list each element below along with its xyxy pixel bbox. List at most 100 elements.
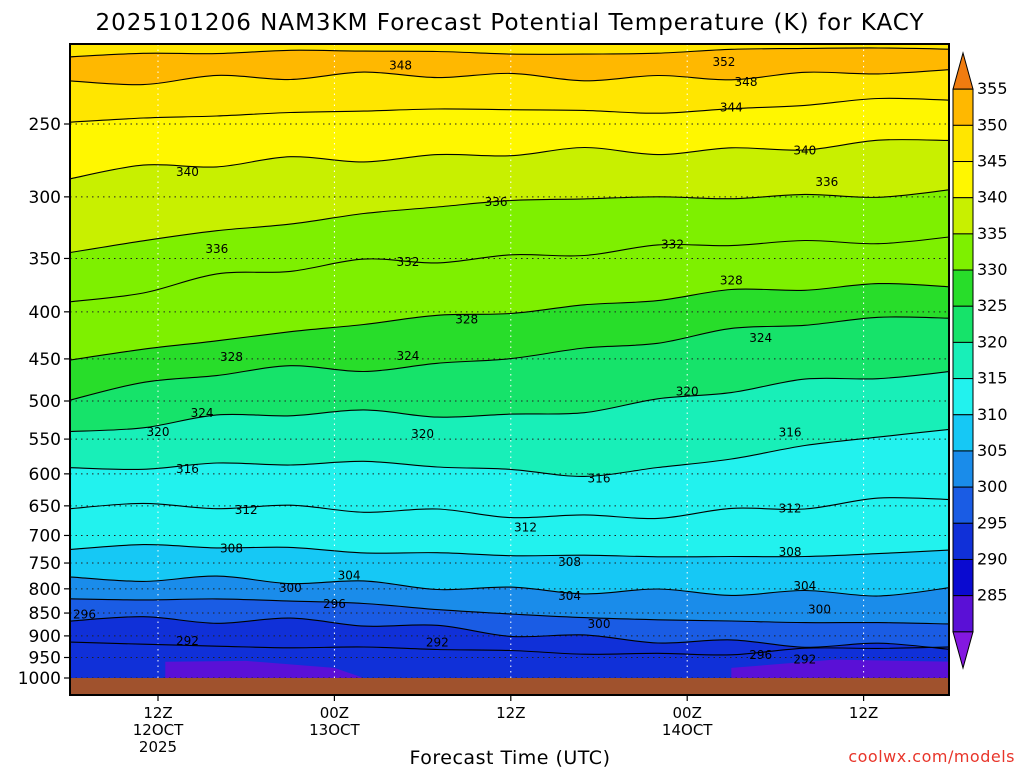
contour-label: 292 (176, 634, 199, 648)
colorbar-box (952, 124, 974, 163)
colorbar-label: 330 (977, 260, 1008, 279)
contour-labels: 348 3523483443403403363363363323323283283… (73, 55, 838, 667)
contour-label: 320 (676, 384, 699, 398)
contour-label: 316 (588, 471, 611, 485)
contour-label: 324 (749, 331, 772, 345)
y-tick-label: 400 (29, 303, 61, 323)
colorbar-label: 345 (977, 152, 1008, 171)
colorbar-box (952, 522, 974, 560)
contour-label: 292 (793, 653, 816, 667)
contour-label: 308 (779, 545, 802, 559)
contour-328 (70, 282, 949, 361)
ground-strip (70, 678, 949, 695)
contour-label: 348 (735, 75, 758, 89)
contour-label: 300 (808, 602, 831, 616)
surface-pocket-1 (731, 659, 949, 678)
colorbar-label: 340 (977, 188, 1008, 207)
colorbar-box (952, 161, 974, 199)
contour-340 (70, 139, 949, 180)
contour-332 (70, 236, 949, 303)
contour-label: 304 (793, 579, 816, 593)
contour-label: 312 (514, 520, 537, 534)
chart-title: 2025101206 NAM3KM Forecast Potential Tem… (96, 10, 925, 36)
contour-336 (70, 189, 949, 254)
contour-label: 312 (779, 501, 802, 515)
y-tick-label: 550 (29, 430, 61, 450)
colorbar-label: 285 (977, 586, 1008, 605)
contour-label: 316 (176, 462, 199, 476)
plot-frame (69, 43, 950, 696)
y-tick-label: 950 (29, 649, 61, 669)
y-tick-label: 800 (29, 580, 61, 600)
colorbar-label: 310 (977, 405, 1008, 424)
colorbar-box (952, 88, 974, 126)
contour-label: 336 (815, 175, 838, 189)
contour-label: 328 (220, 350, 243, 364)
y-tick-label: 500 (29, 392, 61, 412)
contour-label: 304 (338, 569, 361, 583)
colorbar: 355 350 345 340 335 330 325 320 315 310 305 300 295 2… (952, 51, 1008, 670)
contour-320 (70, 371, 949, 433)
contour-label: 296 (749, 648, 772, 662)
contour-label: 320 (411, 427, 434, 441)
contour-308 (70, 544, 949, 558)
contour-label: 296 (73, 607, 96, 621)
surface-pocket-0 (165, 660, 364, 678)
contour-label: 332 (396, 255, 419, 269)
contour-292 (70, 641, 949, 656)
colorbar-label: 305 (977, 441, 1008, 460)
contour-344 (70, 97, 949, 123)
colorbar-label: 295 (977, 513, 1008, 532)
contour-label: 304 (558, 589, 581, 603)
contour-label: 340 (176, 165, 199, 179)
colorbar-bottom-arrow (952, 631, 974, 670)
colorbar-box (952, 486, 974, 524)
colorbar-box (952, 450, 974, 488)
x-axis-title: Forecast Time (UTC) (410, 747, 611, 768)
x-tick-label: 2025 (139, 738, 177, 756)
contour-lines (70, 47, 949, 656)
contour-label: 308 (558, 555, 581, 569)
contour-label: 308 (220, 541, 243, 555)
contour-316 (70, 428, 949, 477)
contour-label: 312 (235, 503, 258, 517)
contour-label: 328 (455, 313, 478, 327)
y-tick-label: 650 (29, 497, 61, 517)
contour-label: 348 (389, 59, 412, 73)
colorbar-box (952, 197, 974, 235)
contour-label: 324 (396, 349, 419, 363)
contour-label: 336 (205, 242, 228, 256)
credit-link[interactable]: coolwx.com/models (848, 747, 1015, 766)
contour-label: 300 (279, 581, 302, 595)
y-tick-label: 300 (29, 188, 61, 208)
colorbar-box (952, 558, 974, 597)
y-tick-label: 1000 (18, 669, 61, 689)
contour-label: 316 (779, 425, 802, 439)
contour-label: 328 (720, 274, 743, 288)
contour-label: 332 (661, 238, 684, 252)
y-tick-label: 700 (29, 526, 61, 546)
contour-label: 352 (712, 55, 735, 69)
contour-324 (70, 316, 949, 401)
x-tick-label: 12Z (849, 704, 878, 722)
contour-296 (70, 616, 949, 650)
x-tick-label: 12OCT (133, 721, 184, 739)
y-tick-label: 250 (29, 115, 61, 135)
y-tick-label: 900 (29, 627, 61, 647)
y-tick-label: 350 (29, 249, 61, 269)
shaded-temperature-bands (70, 44, 949, 695)
contour-348 (70, 69, 949, 86)
colorbar-top-arrow (952, 51, 974, 90)
contour-304 (70, 575, 949, 597)
contour-label: 340 (793, 143, 816, 157)
contour-label: 296 (323, 597, 346, 611)
colorbar-label: 355 (977, 79, 1008, 98)
x-tick-label: 00Z (673, 704, 702, 722)
contour-352 (70, 47, 949, 58)
contour-300 (70, 598, 949, 625)
plot-area: 348 3523483443403403363363363323323283283… (70, 44, 949, 695)
colorbar-label: 325 (977, 296, 1008, 315)
colorbar-box (952, 233, 974, 271)
colorbar-box (952, 378, 974, 416)
